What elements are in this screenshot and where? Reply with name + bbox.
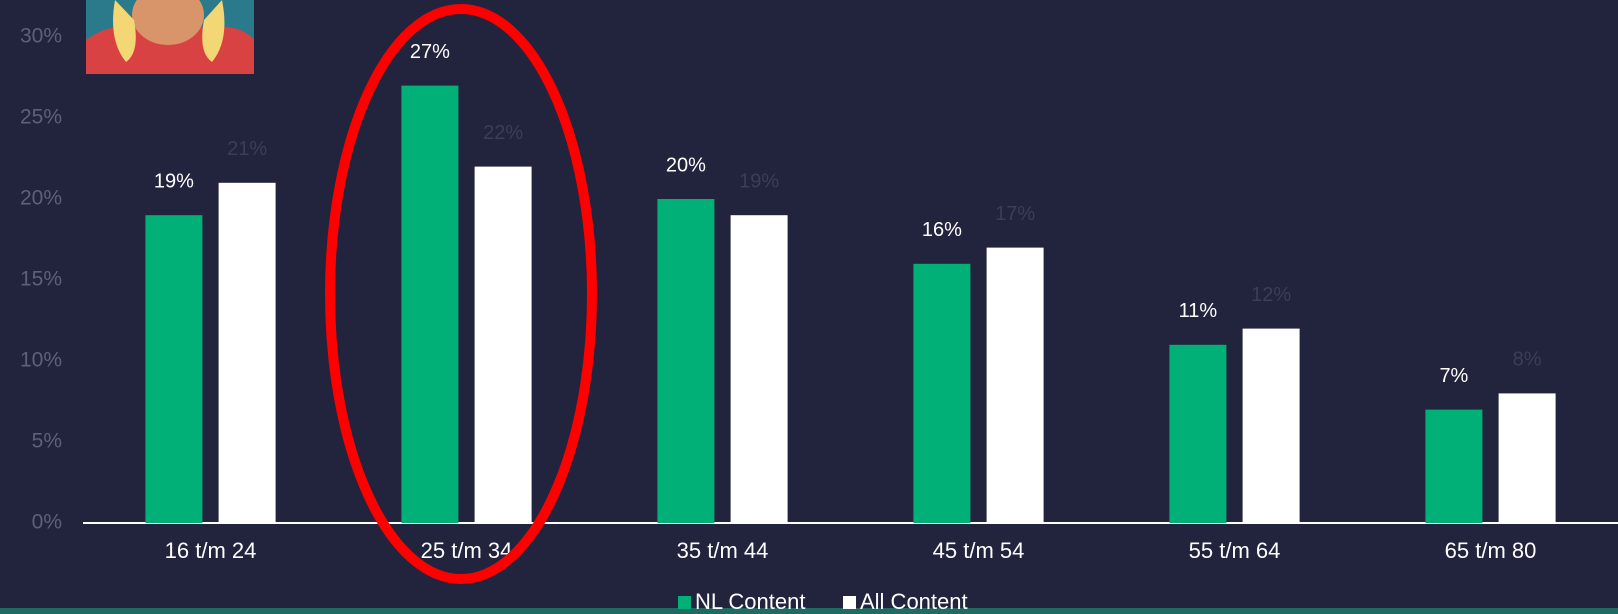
value-label: 17% — [995, 203, 1035, 225]
y-tick-label: 20% — [20, 187, 62, 210]
bar — [219, 183, 276, 523]
y-tick-label: 15% — [20, 268, 62, 291]
avatar — [86, 0, 254, 74]
bar — [1243, 329, 1300, 523]
x-tick-label: 65 t/m 80 — [1445, 538, 1537, 563]
bottom-strip — [0, 608, 1618, 614]
bar — [657, 199, 714, 523]
value-label: 8% — [1513, 349, 1542, 371]
bar — [913, 264, 970, 523]
x-tick-label: 25 t/m 34 — [421, 538, 513, 563]
value-label: 11% — [1179, 300, 1218, 322]
value-label: 22% — [483, 122, 523, 144]
value-label: 21% — [227, 138, 267, 160]
x-tick-label: 16 t/m 24 — [165, 538, 257, 563]
bar — [987, 248, 1044, 523]
value-label: 20% — [666, 154, 706, 176]
legend-swatch — [843, 596, 856, 609]
y-tick-label: 30% — [20, 25, 62, 48]
bar — [731, 215, 788, 523]
y-tick-label: 25% — [20, 106, 62, 129]
value-label: 19% — [739, 170, 779, 192]
chart: 0% 5% 10% 15% 20% 25% 30% 16 t/m 24 19% 21% 25 t/m… — [0, 0, 1618, 614]
legend-swatch — [678, 596, 691, 609]
value-label: 19% — [154, 170, 194, 192]
value-label: 16% — [922, 219, 962, 241]
y-tick-label: 5% — [32, 430, 62, 453]
bar — [145, 215, 202, 523]
value-label: 7% — [1439, 365, 1468, 387]
bar — [1425, 410, 1482, 523]
bar — [1499, 393, 1556, 523]
legend-label: All Content — [860, 589, 968, 614]
value-label: 27% — [410, 41, 450, 63]
x-tick-label: 55 t/m 64 — [1189, 538, 1281, 563]
legend-label: NL Content — [695, 589, 805, 614]
bar — [401, 86, 458, 523]
x-tick-label: 45 t/m 54 — [933, 538, 1025, 563]
bar — [475, 167, 532, 523]
x-tick-label: 35 t/m 44 — [677, 538, 769, 563]
value-label: 12% — [1251, 284, 1291, 306]
bar — [1169, 345, 1226, 523]
y-tick-label: 10% — [20, 349, 62, 372]
y-tick-label: 0% — [32, 511, 62, 534]
